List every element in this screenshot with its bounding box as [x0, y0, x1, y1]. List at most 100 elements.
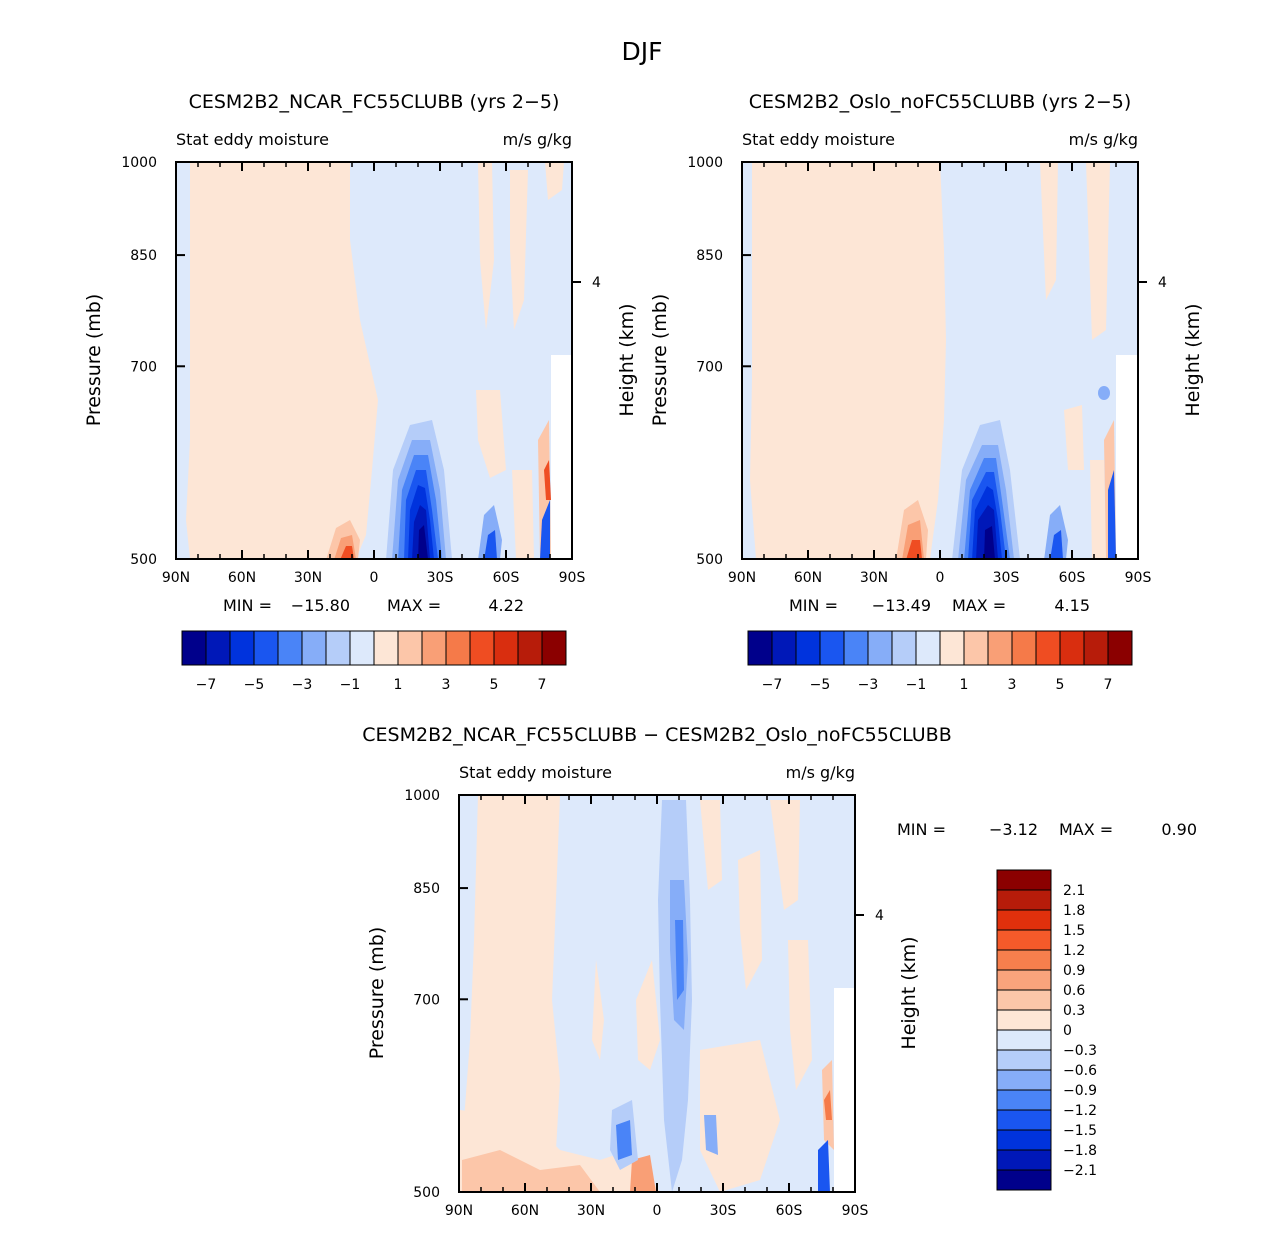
y-tick-label: 500 [696, 552, 723, 568]
colorbar-label: 0.3 [1063, 1003, 1085, 1019]
colorbar-swatch [996, 1029, 1052, 1051]
colorbar-swatch [996, 1069, 1052, 1091]
colorbar-swatch [771, 630, 797, 666]
colorbar-label: 3 [442, 677, 451, 693]
panel-oslo: CESM2B2_Oslo_noFC55CLUBB (yrs 2−5) Stat … [649, 91, 1204, 693]
y-tick-label: 850 [130, 248, 157, 264]
panel-title: CESM2B2_Oslo_noFC55CLUBB (yrs 2−5) [749, 91, 1132, 113]
y-tick-label: 500 [130, 552, 157, 568]
colorbar-label: 5 [1056, 677, 1065, 693]
colorbar-label: −2.1 [1063, 1163, 1097, 1179]
y-tick-label: 700 [130, 359, 157, 375]
contour-field [176, 162, 572, 559]
x-tick-label: 60S [1059, 570, 1086, 586]
colorbar-swatch [819, 630, 845, 666]
colorbar-swatch [996, 1009, 1052, 1031]
x-tick-label: 0 [936, 570, 945, 586]
min-value: −3.12 [989, 820, 1038, 839]
colorbar-swatch [747, 630, 773, 666]
colorbar-swatch [253, 630, 279, 666]
y-axis-label: Pressure (mb) [649, 294, 671, 427]
x-tick-label: 90S [559, 570, 586, 586]
colorbar-swatch [277, 630, 303, 666]
colorbar-swatch [987, 630, 1013, 666]
max-label: MAX = [387, 596, 441, 615]
units-label: m/s g/kg [786, 763, 855, 782]
colorbar-swatch [349, 630, 375, 666]
colorbar-label: 0.6 [1063, 983, 1085, 999]
colorbar-label: −7 [196, 677, 217, 693]
colorbar: −7 −5 −3 −1 1 3 5 7 [747, 630, 1133, 693]
colorbar-swatch [963, 630, 989, 666]
min-label: MIN = [789, 596, 838, 615]
x-tick-label: 90N [445, 1203, 473, 1219]
colorbar-label: −5 [244, 677, 265, 693]
colorbar-swatch [867, 630, 893, 666]
colorbar-label: 0 [1063, 1023, 1072, 1039]
y-tick-label: 850 [696, 248, 723, 264]
colorbar-label: −0.6 [1063, 1063, 1097, 1079]
colorbar-swatch [1011, 630, 1037, 666]
colorbar-swatch [795, 630, 821, 666]
colorbar-swatch [469, 630, 495, 666]
y-axis-label: Pressure (mb) [366, 927, 388, 1060]
colorbar-swatch [493, 630, 519, 666]
colorbar-label: −0.9 [1063, 1083, 1097, 1099]
x-tick-label: 90S [842, 1203, 869, 1219]
x-tick-label: 30S [710, 1203, 737, 1219]
x-tick-label: 90N [728, 570, 756, 586]
min-value: −13.49 [872, 596, 931, 615]
y-tick-label: 850 [413, 881, 440, 897]
panel-title: CESM2B2_NCAR_FC55CLUBB (yrs 2−5) [189, 91, 560, 113]
min-label: MIN = [223, 596, 272, 615]
height-tick-label: 4 [592, 275, 601, 291]
x-tick-label: 0 [370, 570, 379, 586]
variable-label: Stat eddy moisture [459, 763, 612, 782]
colorbar-label: 2.1 [1063, 883, 1085, 899]
colorbar-swatch [996, 909, 1052, 931]
colorbar-label: −0.3 [1063, 1043, 1097, 1059]
colorbar-label: 0.9 [1063, 963, 1085, 979]
colorbar-label: 1 [394, 677, 403, 693]
colorbar-swatch [1107, 630, 1133, 666]
colorbar-swatch [996, 1149, 1052, 1171]
x-tick-label: 30S [427, 570, 454, 586]
y-axis-right-label: Height (km) [898, 936, 920, 1049]
colorbar-swatch [891, 630, 917, 666]
colorbar-swatch [996, 929, 1052, 951]
colorbar-swatch [996, 889, 1052, 911]
height-tick-label: 4 [875, 908, 884, 924]
colorbar-label: 7 [1104, 677, 1113, 693]
figure-title: DJF [621, 37, 662, 66]
max-label: MAX = [1059, 820, 1113, 839]
panel-difference: CESM2B2_NCAR_FC55CLUBB − CESM2B2_Oslo_no… [362, 724, 1197, 1219]
colorbar-swatch [541, 630, 567, 666]
colorbar-label: 1.8 [1063, 903, 1085, 919]
y-axis-label: Pressure (mb) [83, 294, 105, 427]
colorbar-label: −1 [906, 677, 927, 693]
y-axis-right-label: Height (km) [616, 303, 638, 416]
colorbar-swatch [996, 969, 1052, 991]
x-tick-label: 60N [228, 570, 256, 586]
x-tick-label: 30S [993, 570, 1020, 586]
colorbar-swatch [325, 630, 351, 666]
colorbar-swatch [373, 630, 399, 666]
colorbar-label: −5 [810, 677, 831, 693]
variable-label: Stat eddy moisture [176, 130, 329, 149]
colorbar-swatch [397, 630, 423, 666]
colorbar-swatch [1035, 630, 1061, 666]
max-label: MAX = [952, 596, 1006, 615]
units-label: m/s g/kg [503, 130, 572, 149]
colorbar-swatch [445, 630, 471, 666]
colorbar-label: 1.2 [1063, 943, 1085, 959]
max-value: 4.15 [1054, 596, 1090, 615]
colorbar-swatch [1059, 630, 1085, 666]
x-tick-label: 90S [1125, 570, 1152, 586]
colorbar-label: 7 [538, 677, 547, 693]
colorbar-label: −3 [858, 677, 879, 693]
panel-ncar: CESM2B2_NCAR_FC55CLUBB (yrs 2−5) Stat ed… [83, 91, 638, 693]
x-tick-label: 30N [294, 570, 322, 586]
x-tick-label: 30N [860, 570, 888, 586]
colorbar-swatch [229, 630, 255, 666]
